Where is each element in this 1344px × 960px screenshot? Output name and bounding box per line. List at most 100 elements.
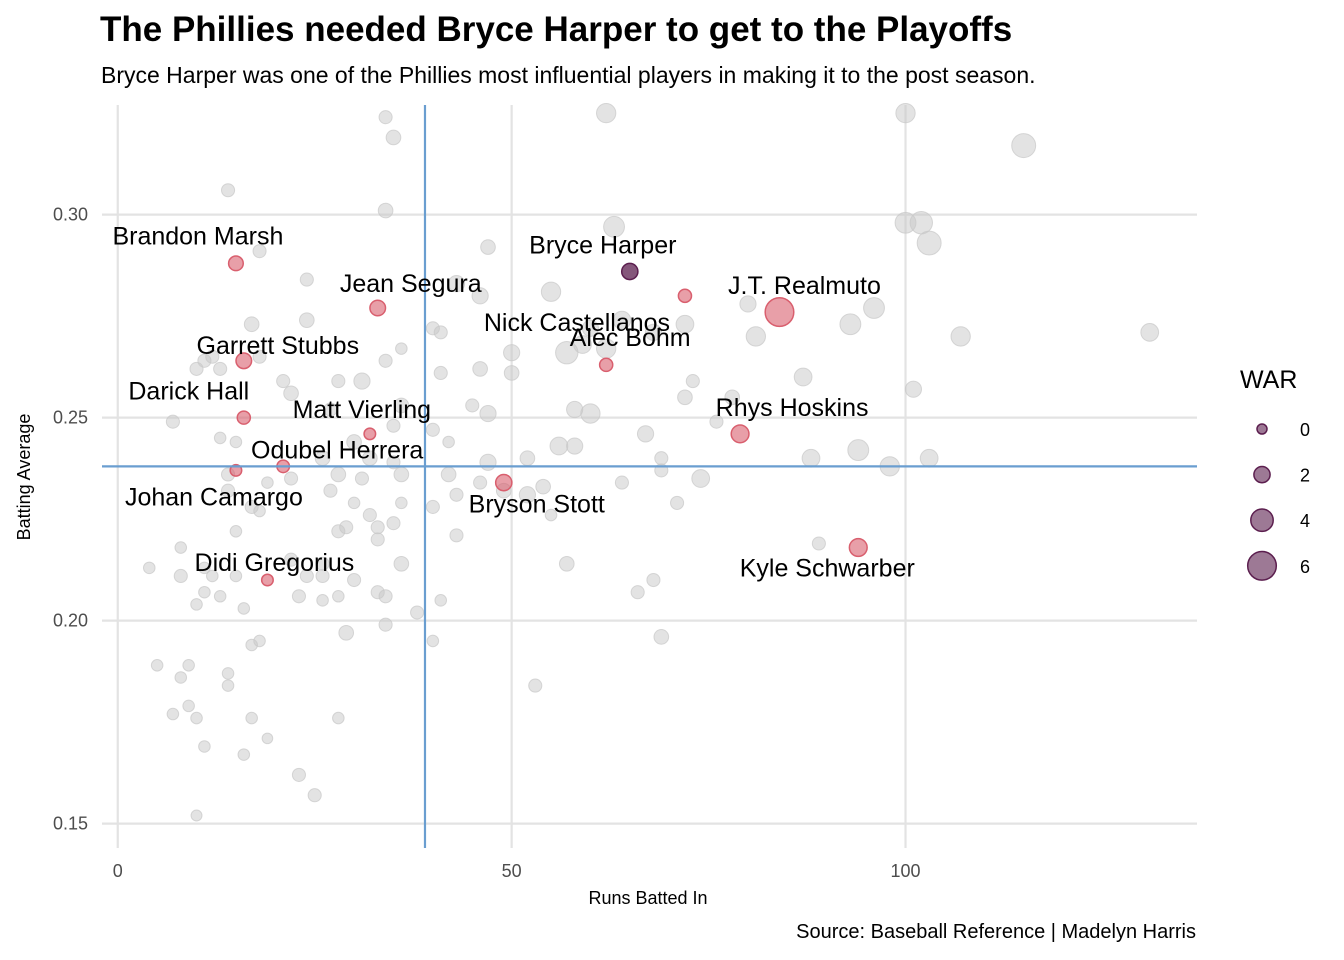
league-player-point — [793, 367, 813, 387]
league-player-point — [573, 335, 592, 354]
league-player-point — [675, 314, 695, 334]
harper-point — [620, 262, 639, 281]
league-player-point — [503, 365, 520, 381]
league-player-point — [353, 372, 371, 390]
legend-key — [1256, 423, 1268, 435]
league-player-point — [654, 451, 669, 466]
league-player-point — [916, 230, 942, 256]
chart-caption: Source: Baseball Reference | Madelyn Har… — [796, 921, 1196, 943]
league-player-point — [323, 483, 338, 498]
y-tick-label: 0.25 — [53, 408, 88, 428]
phillies-player-point — [494, 473, 513, 492]
league-player-point — [378, 617, 393, 632]
league-player-point — [245, 711, 258, 725]
league-player-point — [253, 504, 266, 518]
league-player-point — [847, 439, 870, 462]
league-player-point — [581, 319, 600, 337]
league-player-point — [377, 202, 394, 219]
league-player-point — [253, 634, 266, 648]
league-player-point — [206, 569, 219, 583]
league-player-point — [709, 414, 724, 429]
league-player-point — [298, 312, 315, 329]
league-player-point — [558, 555, 575, 572]
league-player-point — [378, 589, 393, 604]
league-player-point — [150, 659, 164, 672]
legend-key — [1250, 508, 1274, 533]
league-player-point — [434, 594, 448, 607]
league-player-point — [540, 281, 562, 302]
player-label: Alec Bohm — [570, 324, 691, 352]
league-player-point — [480, 239, 496, 255]
league-player-point — [190, 711, 203, 725]
league-player-point — [338, 624, 355, 641]
league-player-point — [198, 585, 211, 599]
y-tick-label: 0.15 — [53, 814, 88, 834]
phillies-player-point — [236, 410, 252, 425]
league-player-point — [339, 520, 354, 535]
grid-lines — [102, 105, 1197, 848]
league-player-point — [863, 297, 885, 319]
league-player-point — [479, 404, 497, 423]
player-label: Bryson Stott — [469, 491, 605, 519]
league-player-point — [724, 389, 741, 406]
league-player-point — [646, 572, 661, 588]
phillies-player-point — [369, 299, 387, 317]
league-player-point — [603, 215, 625, 238]
league-player-point — [919, 448, 939, 468]
legend-label: 0 — [1300, 420, 1310, 440]
legend-key — [1246, 550, 1278, 581]
league-player-point — [252, 349, 267, 364]
league-player-point — [174, 541, 188, 554]
player-label: Darick Hall — [128, 378, 249, 406]
league-player-point — [426, 634, 440, 648]
league-player-point — [580, 403, 601, 424]
league-player-point — [347, 496, 361, 510]
league-player-point — [644, 323, 663, 341]
phillies-player-point — [848, 537, 868, 558]
player-label: Kyle Schwarber — [740, 555, 915, 583]
league-player-point — [284, 552, 299, 567]
player-label: J.T. Realmuto — [728, 272, 881, 300]
league-player-point — [220, 483, 236, 498]
player-label: Rhys Hoskins — [716, 394, 869, 422]
player-labels: Bryce Harper Brandon Marsh Jean Segura Alec… — [112, 222, 914, 582]
league-player-point — [685, 374, 700, 389]
league-player-point — [220, 183, 236, 198]
league-player-point — [636, 425, 655, 443]
data-points — [142, 102, 1160, 822]
league-player-point — [261, 732, 274, 745]
league-player-point — [330, 466, 347, 483]
league-player-point — [378, 110, 393, 125]
league-player-point — [410, 605, 425, 620]
league-player-point — [190, 809, 203, 822]
league-player-point — [299, 568, 314, 584]
legend: WAR 0 2 4 6 — [1240, 366, 1310, 581]
league-player-point — [332, 711, 345, 725]
league-player-point — [205, 349, 220, 364]
league-player-point — [449, 528, 464, 543]
league-player-point — [895, 102, 916, 124]
league-player-point — [1011, 133, 1037, 159]
chart-title: The Phillies needed Bryce Harper to get … — [100, 10, 1013, 49]
player-label: Johan Camargo — [125, 483, 303, 511]
league-player-point — [811, 536, 826, 551]
phillies-player-point — [235, 352, 253, 370]
league-player-point — [173, 568, 188, 584]
league-player-point — [276, 374, 291, 389]
league-player-point — [472, 361, 488, 377]
league-player-point — [229, 569, 243, 583]
league-player-point — [283, 385, 299, 402]
player-label: Odubel Herrera — [251, 436, 423, 464]
legend-key — [1253, 465, 1271, 484]
league-player-point — [566, 437, 584, 455]
league-player-point — [174, 671, 188, 684]
league-player-point — [370, 520, 385, 535]
league-player-point — [670, 495, 685, 510]
league-player-point — [471, 287, 489, 305]
league-player-point — [479, 453, 497, 471]
league-player-point — [386, 418, 401, 433]
phillies-player-point — [598, 357, 614, 373]
player-label: Didi Gregorius — [195, 549, 355, 577]
league-player-point — [677, 389, 693, 406]
